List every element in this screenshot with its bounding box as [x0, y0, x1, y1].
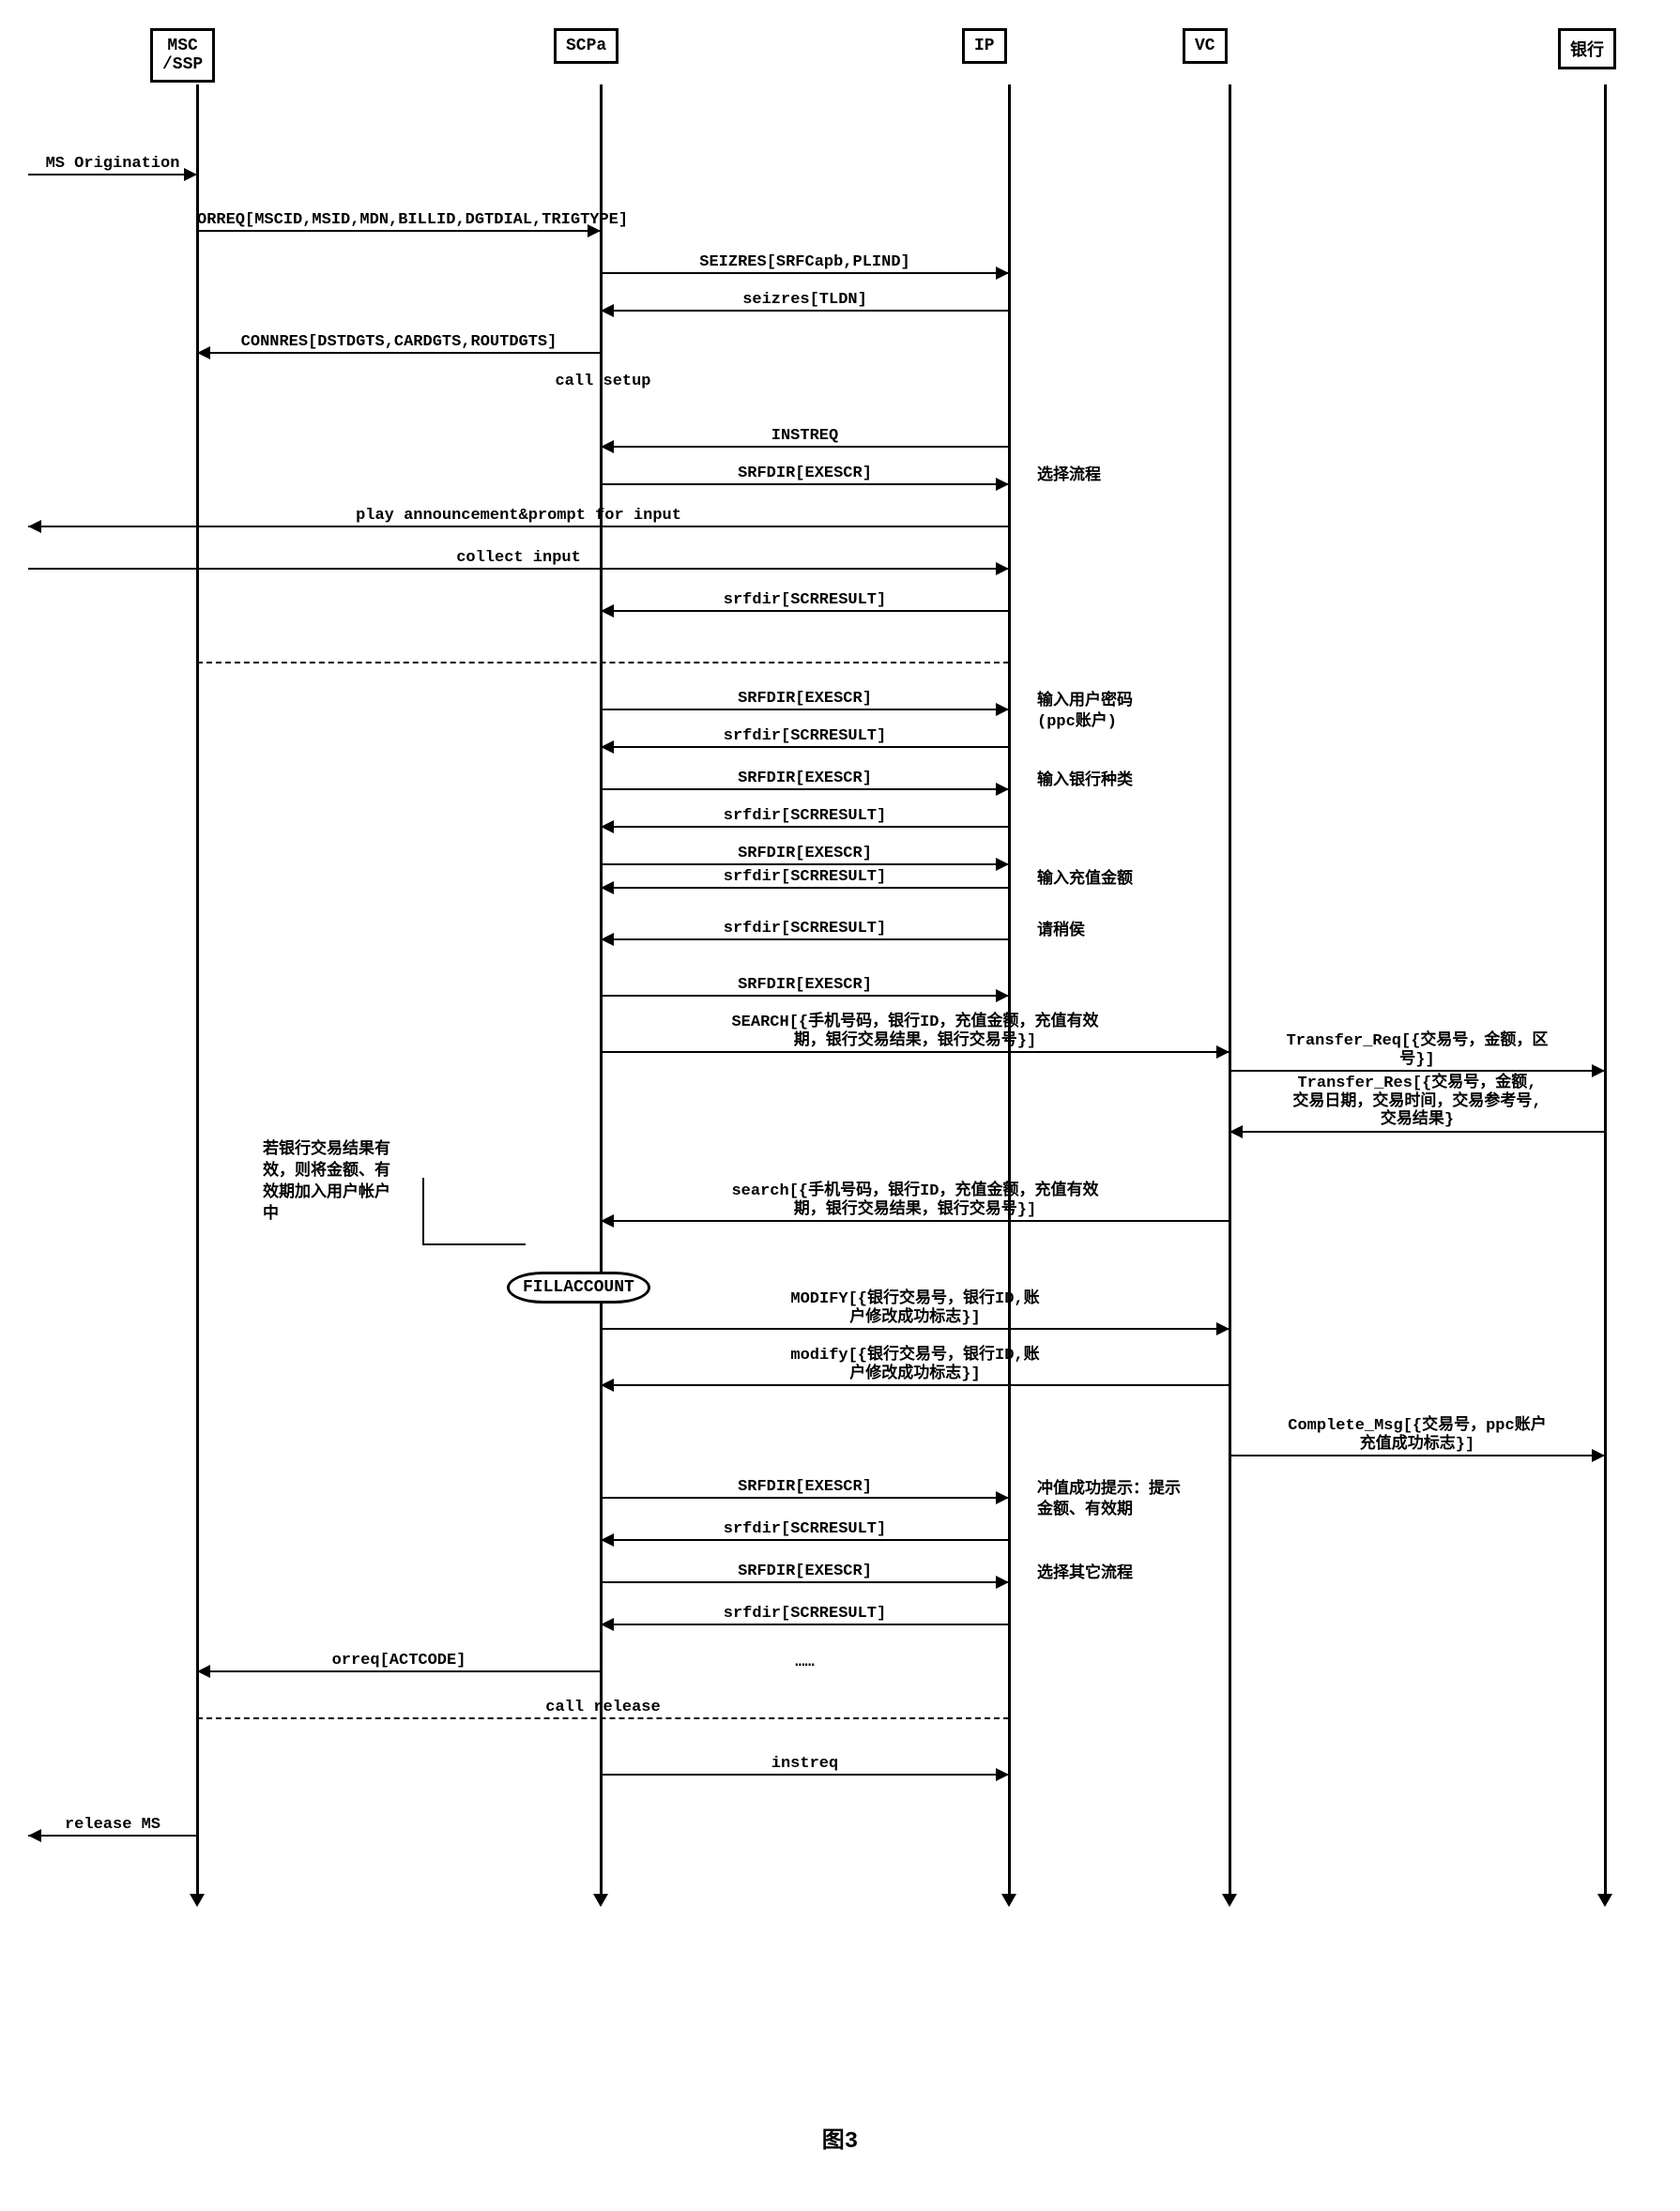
message-line — [601, 1384, 1229, 1386]
message-label: call release — [197, 1699, 1009, 1716]
message-label: SRFDIR[EXESCR] — [601, 976, 1009, 994]
message-label: orreq[ACTCODE] — [197, 1652, 601, 1670]
actor-vc: VC — [1183, 28, 1228, 64]
message-line — [601, 1220, 1229, 1222]
message-label: SEARCH[{手机号码，银行ID，充值金额，充值有效期，银行交易结果，银行交易… — [601, 1014, 1229, 1050]
message-line — [601, 995, 1009, 997]
lifeline-end-scpa — [593, 1894, 608, 1907]
side-note: 输入银行种类 — [1037, 771, 1133, 792]
fillaccount-oval: FILLACCOUNT — [507, 1272, 650, 1304]
message-line — [601, 863, 1009, 865]
side-note: 选择流程 — [1037, 466, 1101, 487]
message-label: srfdir[SCRRESULT] — [601, 868, 1009, 886]
note-connector — [422, 1243, 526, 1245]
message-label: call setup — [197, 373, 1009, 390]
actor-msc: MSC/SSP — [150, 28, 215, 83]
lifeline-end-msc — [190, 1894, 205, 1907]
message-line — [601, 1774, 1009, 1776]
side-note: 冲值成功提示：提示金额、有效期 — [1037, 1480, 1181, 1521]
message-line — [1229, 1455, 1605, 1456]
message-line — [601, 1539, 1009, 1541]
message-line — [601, 272, 1009, 274]
message-line — [601, 1328, 1229, 1330]
lifeline-end-bank — [1597, 1894, 1612, 1907]
message-label: Complete_Msg[{交易号，ppc账户充值成功标志}] — [1229, 1417, 1605, 1454]
side-note: 选择其它流程 — [1037, 1564, 1133, 1585]
message-line — [601, 310, 1009, 312]
side-note: 输入充值金额 — [1037, 870, 1133, 891]
message-line — [601, 1497, 1009, 1499]
message-line — [197, 352, 601, 354]
message-label: SRFDIR[EXESCR] — [601, 1478, 1009, 1496]
lifeline-vc — [1229, 84, 1231, 1896]
message-label: seizres[TLDN] — [601, 291, 1009, 309]
lifeline-end-vc — [1222, 1894, 1237, 1907]
message-line — [197, 1670, 601, 1672]
message-line — [197, 230, 601, 232]
message-label: SRFDIR[EXESCR] — [601, 690, 1009, 708]
message-line — [601, 709, 1009, 710]
message-label: SRFDIR[EXESCR] — [601, 845, 1009, 862]
message-line — [601, 938, 1009, 940]
side-note: 请稍侯 — [1037, 922, 1085, 942]
message-label: …… — [601, 1654, 1009, 1671]
note-box: 若银行交易结果有效，则将金额、有效期加入用户帐户中 — [263, 1140, 390, 1227]
message-label: MODIFY[{银行交易号，银行ID,账户修改成功标志}] — [601, 1290, 1229, 1327]
side-note: 输入用户密码(ppc账户) — [1037, 692, 1133, 733]
message-label: SRFDIR[EXESCR] — [601, 1563, 1009, 1580]
message-label: CONNRES[DSTDGTS,CARDGTS,ROUTDGTS] — [197, 333, 601, 351]
actor-scpa: SCPa — [554, 28, 619, 64]
message-label: srfdir[SCRRESULT] — [601, 1520, 1009, 1538]
message-label: srfdir[SCRRESULT] — [601, 727, 1009, 745]
message-line — [601, 826, 1009, 828]
message-line — [1229, 1070, 1605, 1072]
message-label: MS Origination — [19, 155, 206, 173]
message-label: Transfer_Res[{交易号，金额,交易日期，交易时间，交易参考号,交易结… — [1229, 1075, 1605, 1130]
note-connector — [422, 1178, 424, 1243]
message-label: srfdir[SCRRESULT] — [601, 920, 1009, 938]
message-line — [601, 1581, 1009, 1583]
message-line — [601, 1624, 1009, 1625]
message-label: SRFDIR[EXESCR] — [601, 465, 1009, 482]
message-label: Transfer_Req[{交易号，金额，区号}] — [1229, 1032, 1605, 1069]
message-line — [601, 1051, 1229, 1053]
message-label: collect input — [28, 549, 1009, 567]
message-label: srfdir[SCRRESULT] — [601, 807, 1009, 825]
message-line — [28, 1835, 197, 1837]
message-line — [601, 483, 1009, 485]
message-line — [601, 746, 1009, 748]
message-line — [601, 610, 1009, 612]
message-line — [28, 568, 1009, 570]
message-label: release MS — [19, 1816, 206, 1834]
message-line — [28, 526, 1009, 527]
message-label: SRFDIR[EXESCR] — [601, 770, 1009, 787]
message-label: play announcement&prompt for input — [28, 507, 1009, 525]
actor-bank: 银行 — [1558, 28, 1616, 69]
message-line — [601, 788, 1009, 790]
message-line — [28, 174, 197, 175]
message-line — [197, 1717, 1009, 1719]
message-line — [601, 887, 1009, 889]
message-label: SEIZRES[SRFCapb,PLIND] — [601, 253, 1009, 271]
message-label: srfdir[SCRRESULT] — [601, 591, 1009, 609]
sequence-diagram: MSC/SSP SCPa IP VC 银行 MS Origination ORREQ[MSC… — [19, 19, 1661, 2083]
figure-caption: 图3 — [19, 2121, 1661, 2155]
message-line — [197, 662, 1009, 663]
message-label: ORREQ[MSCID,MSID,MDN,BILLID,DGTDIAL,TRIG… — [197, 211, 601, 229]
message-label: srfdir[SCRRESULT] — [601, 1605, 1009, 1623]
message-label: INSTREQ — [601, 427, 1009, 445]
message-label: search[{手机号码，银行ID，充值金额，充值有效期，银行交易结果，银行交易… — [601, 1182, 1229, 1219]
message-label: instreq — [601, 1755, 1009, 1773]
message-line — [1229, 1131, 1605, 1133]
lifeline-end-ip — [1001, 1894, 1016, 1907]
message-line — [601, 446, 1009, 448]
lifeline-bank — [1604, 84, 1607, 1896]
message-label: modify[{银行交易号，银行ID,账户修改成功标志}] — [601, 1347, 1229, 1383]
actor-ip: IP — [962, 28, 1007, 64]
